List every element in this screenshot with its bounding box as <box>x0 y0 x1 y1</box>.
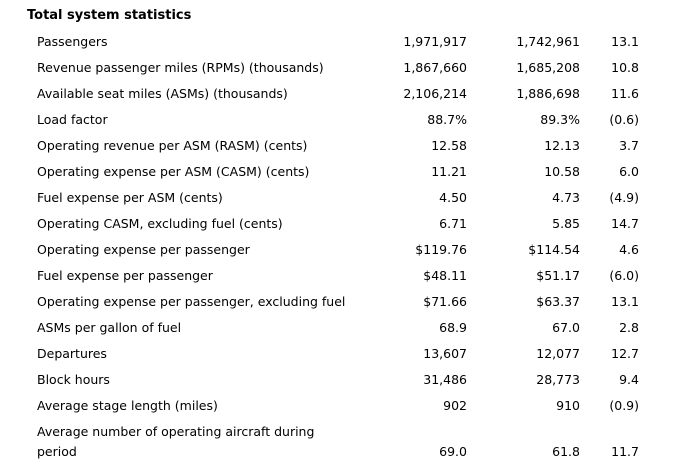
row-label: Passengers <box>37 34 108 49</box>
current-value: 13,607 <box>423 346 467 361</box>
table-row: Load factor 88.7% 89.3% (0.6) <box>0 112 683 132</box>
row-label: Operating revenue per ASM (RASM) (cents) <box>37 138 308 153</box>
current-value: 1,867,660 <box>403 60 467 75</box>
row-label: Average stage length (miles) <box>37 398 218 413</box>
prior-value: 89.3% <box>540 112 580 127</box>
percent-change: 4.6 <box>619 242 639 257</box>
percent-change: (4.9) <box>609 190 639 205</box>
current-value: 12.58 <box>431 138 467 153</box>
table-row: Operating expense per passenger $119.76 $1… <box>0 242 683 262</box>
percent-change: 3.7 <box>619 138 639 153</box>
table-row: Fuel expense per ASM (cents) 4.50 4.73 (4.9… <box>0 190 683 210</box>
prior-value: $114.54 <box>528 242 580 257</box>
row-label: Operating expense per passenger, excludi… <box>37 294 346 309</box>
current-value: 4.50 <box>439 190 467 205</box>
table-row: Departures 13,607 12,077 12.7 <box>0 346 683 366</box>
current-value: 902 <box>443 398 467 413</box>
table-row: ASMs per gallon of fuel 68.9 67.0 2.8 <box>0 320 683 340</box>
prior-value: $63.37 <box>536 294 580 309</box>
row-label: Fuel expense per passenger <box>37 268 213 283</box>
current-value: 31,486 <box>423 372 467 387</box>
percent-change: 6.0 <box>619 164 639 179</box>
table-row: Average stage length (miles) 902 910 (0.9) <box>0 398 683 418</box>
current-value: 68.9 <box>439 320 467 335</box>
prior-value: 1,685,208 <box>516 60 580 75</box>
prior-value: 910 <box>556 398 580 413</box>
row-label: Operating expense per passenger <box>37 242 250 257</box>
table-row: Operating expense per ASM (CASM) (cents)… <box>0 164 683 184</box>
percent-change: (0.9) <box>609 398 639 413</box>
row-label: Operating CASM, excluding fuel (cents) <box>37 216 283 231</box>
current-value: 1,971,917 <box>403 34 467 49</box>
table-row: Fuel expense per passenger $48.11 $51.17 (6… <box>0 268 683 288</box>
current-value: $48.11 <box>423 268 467 283</box>
row-label: Load factor <box>37 112 108 127</box>
prior-value: 61.8 <box>552 444 580 459</box>
prior-value: 1,886,698 <box>516 86 580 101</box>
percent-change: 9.4 <box>619 372 639 387</box>
prior-value: 67.0 <box>552 320 580 335</box>
percent-change: (0.6) <box>609 112 639 127</box>
percent-change: 14.7 <box>611 216 639 231</box>
percent-change: 13.1 <box>611 34 639 49</box>
table-row: Operating revenue per ASM (RASM) (cents)… <box>0 138 683 158</box>
prior-value: 12,077 <box>536 346 580 361</box>
row-label: Block hours <box>37 372 110 387</box>
percent-change: 11.6 <box>611 86 639 101</box>
table-row: Block hours 31,486 28,773 9.4 <box>0 372 683 392</box>
percent-change: 11.7 <box>611 444 639 459</box>
current-value: 88.7% <box>427 112 467 127</box>
percent-change: 10.8 <box>611 60 639 75</box>
prior-value: 12.13 <box>544 138 580 153</box>
current-value: 2,106,214 <box>403 86 467 101</box>
row-label: Fuel expense per ASM (cents) <box>37 190 223 205</box>
row-label-line2: period <box>37 444 77 459</box>
table-row: Operating expense per passenger, excludi… <box>0 294 683 314</box>
prior-value: 5.85 <box>552 216 580 231</box>
section-title: Total system statistics <box>27 8 192 23</box>
row-label: ASMs per gallon of fuel <box>37 320 182 335</box>
row-label: Revenue passenger miles (RPMs) (thousand… <box>37 60 324 75</box>
percent-change: 12.7 <box>611 346 639 361</box>
row-label-line1: Average number of operating aircraft dur… <box>37 424 315 439</box>
current-value: $119.76 <box>415 242 467 257</box>
prior-value: 1,742,961 <box>516 34 580 49</box>
current-value: 69.0 <box>439 444 467 459</box>
percent-change: 2.8 <box>619 320 639 335</box>
table-row: Passengers 1,971,917 1,742,961 13.1 <box>0 34 683 54</box>
table-row: Revenue passenger miles (RPMs) (thousand… <box>0 60 683 80</box>
row-label: Available seat miles (ASMs) (thousands) <box>37 86 288 101</box>
percent-change: 13.1 <box>611 294 639 309</box>
current-value: 6.71 <box>439 216 467 231</box>
row-label: Departures <box>37 346 107 361</box>
prior-value: 28,773 <box>536 372 580 387</box>
prior-value: 10.58 <box>544 164 580 179</box>
current-value: 11.21 <box>431 164 467 179</box>
table-row: Operating CASM, excluding fuel (cents) 6.… <box>0 216 683 236</box>
prior-value: 4.73 <box>552 190 580 205</box>
row-label: Operating expense per ASM (CASM) (cents) <box>37 164 310 179</box>
percent-change: (6.0) <box>609 268 639 283</box>
current-value: $71.66 <box>423 294 467 309</box>
table-row: Available seat miles (ASMs) (thousands) 2… <box>0 86 683 106</box>
prior-value: $51.17 <box>536 268 580 283</box>
